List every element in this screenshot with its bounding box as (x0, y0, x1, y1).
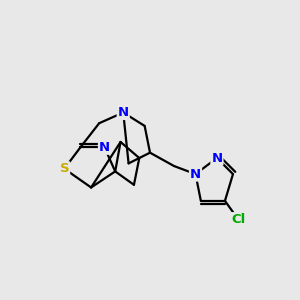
Text: S: S (59, 162, 69, 175)
Text: Cl: Cl (231, 213, 245, 226)
Text: N: N (99, 141, 110, 154)
Text: N: N (190, 168, 201, 181)
Text: N: N (212, 152, 223, 164)
Text: N: N (118, 106, 129, 119)
